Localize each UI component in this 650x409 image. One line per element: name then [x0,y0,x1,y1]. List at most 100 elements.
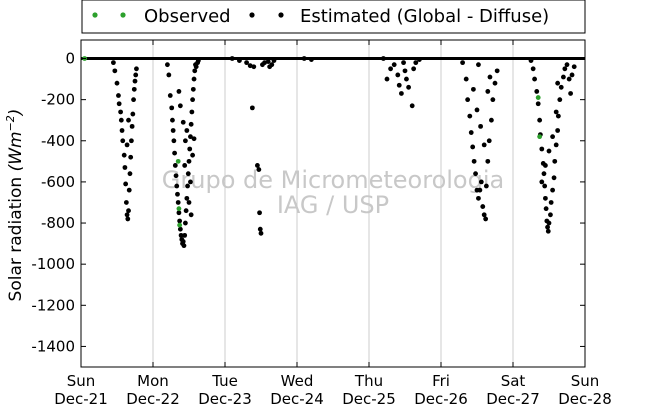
legend-label-observed: Observed [144,6,231,27]
x-tick-date-label: Dec-28 [558,390,612,408]
estimated-point [249,105,255,111]
estimated-point [178,232,184,238]
estimated-point [557,97,563,103]
estimated-point [532,76,537,82]
estimated-point [553,109,559,115]
estimated-point [539,179,545,185]
estimated-point [251,64,257,70]
estimated-point [172,150,178,156]
x-tick-date-label: Dec-24 [270,390,324,408]
estimated-point [483,216,489,222]
estimated-point [186,200,192,205]
observed-point [177,222,183,228]
x-tick-day-label: Mon [137,372,169,390]
legend-label-estimated: Estimated (Global - Diffuse) [300,6,549,27]
legend-marker-estimated [249,12,255,18]
estimated-point [492,80,498,86]
estimated-point [494,68,500,74]
estimated-point [182,232,188,238]
estimated-point [543,195,548,201]
estimated-point [551,175,557,181]
estimated-point [126,187,132,193]
grid-lines [152,40,514,367]
estimated-point [192,68,198,74]
estimated-point [481,142,487,148]
estimated-point [177,103,183,109]
estimated-point [180,239,186,244]
estimated-point [122,165,128,170]
x-tick-day-label: Wed [281,372,314,390]
legend: Observed Estimated (Global - Diffuse) [81,0,586,34]
estimated-point [543,206,549,212]
estimated-point [550,187,555,193]
estimated-point [172,163,178,168]
estimated-point [485,158,491,164]
estimated-point [487,74,493,80]
estimated-point [118,109,123,115]
estimated-point [188,134,193,140]
estimated-point [111,60,116,66]
plot-frame [80,39,586,368]
estimated-point [170,117,175,123]
estimated-point [166,72,172,78]
estimated-point [490,97,496,103]
estimated-point [388,66,393,72]
estimated-point [485,89,491,94]
estimated-point [133,72,139,78]
estimated-point [129,138,134,144]
estimated-point [170,128,176,133]
estimated-point [395,72,401,78]
estimated-point [255,163,260,168]
estimated-point [112,68,118,74]
estimated-point [129,123,135,129]
estimated-point [189,109,195,115]
estimated-point [564,62,570,68]
estimated-point [183,208,189,214]
estimated-point [476,62,481,68]
estimated-point [468,130,474,135]
observed-point [535,95,541,100]
estimated-point [257,226,263,232]
estimated-point [183,220,188,226]
estimated-point [550,134,555,140]
estimated-point [175,191,180,197]
estimated-point [256,167,262,172]
estimated-point [381,56,386,61]
estimated-point [171,138,177,144]
data-points [82,56,577,249]
estimated-point [543,163,548,168]
estimated-point [185,183,190,189]
x-tick-day-label: Tue [211,372,238,390]
estimated-point [131,97,136,103]
estimated-point [542,183,548,189]
x-tick-day-label: Sun [571,372,600,390]
x-tick-day-label: Sun [67,372,96,390]
estimated-point [404,76,409,82]
estimated-point [265,59,271,64]
estimated-point [568,91,573,96]
estimated-point [480,204,486,209]
x-axis-ticks: SunDec-21MonDec-22TueDec-23WedDec-24ThuD… [54,40,612,408]
estimated-point [247,63,253,69]
estimated-point [406,84,411,90]
estimated-point [184,195,190,201]
estimated-point [116,93,121,98]
estimated-point [118,117,124,123]
estimated-point [481,212,487,218]
estimated-point [184,128,190,133]
estimated-point [399,91,404,96]
estimated-point [566,76,572,82]
estimated-point [120,138,126,144]
x-tick-date-label: Dec-25 [342,390,396,408]
estimated-point [121,152,127,158]
estimated-point [530,66,536,72]
estimated-point [257,210,262,216]
x-tick-date-label: Dec-23 [198,390,252,408]
estimated-point [262,60,267,66]
estimated-point [555,80,561,86]
estimated-point [258,230,264,236]
estimated-point [548,200,554,205]
estimated-point [244,60,250,66]
estimated-point [483,183,489,189]
estimated-point [269,62,275,68]
